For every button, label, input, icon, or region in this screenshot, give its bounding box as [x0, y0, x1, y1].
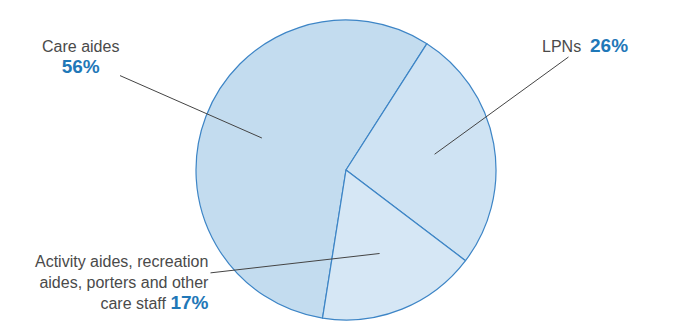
svg-text:Care aides56%: Care aides56%	[42, 38, 119, 77]
svg-text:LPNs 26%: LPNs 26%	[542, 35, 628, 56]
svg-text:Activity aides, recreationaide: Activity aides, recreationaides, porters…	[35, 253, 209, 313]
